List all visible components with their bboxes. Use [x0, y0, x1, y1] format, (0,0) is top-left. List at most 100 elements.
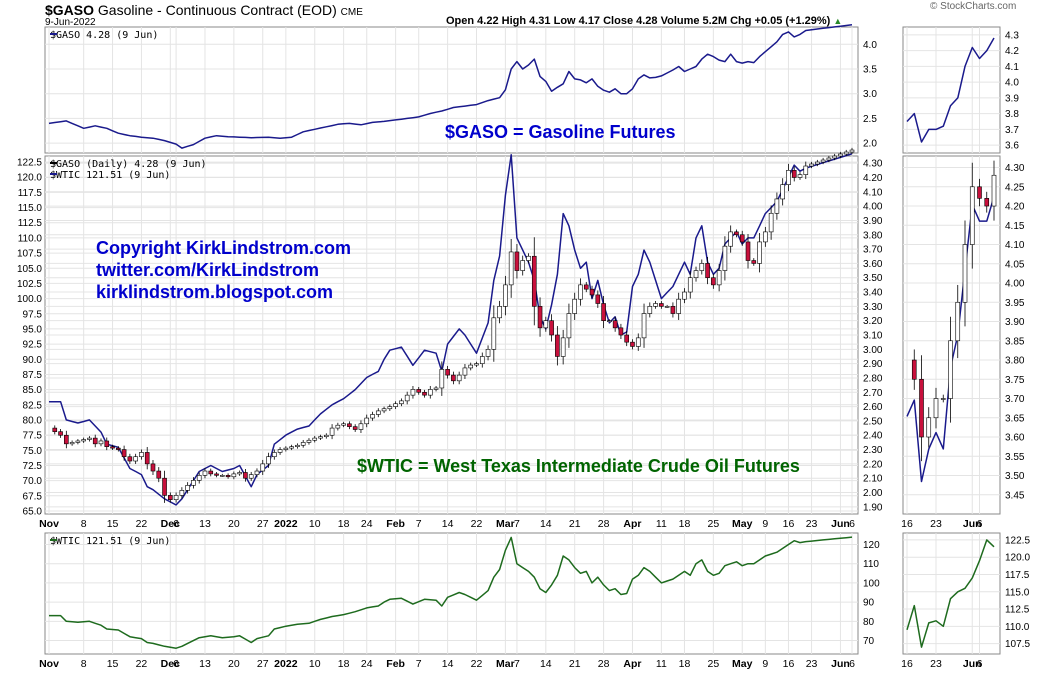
candle-down	[583, 284, 589, 290]
y-tick-label: 3.90	[863, 216, 883, 227]
candle-up	[185, 485, 190, 491]
gaso-top-line	[48, 24, 853, 149]
y-tick-label: 4.0	[1005, 78, 1019, 89]
y-tick-label: 4.05	[1005, 259, 1025, 270]
y-tick-label: 85.0	[23, 385, 43, 396]
y-tick-label: 3.60	[1005, 433, 1025, 444]
candle-up	[653, 303, 658, 307]
candle-up	[468, 364, 474, 369]
y-tick-label: 70.0	[23, 476, 43, 487]
x-tick-label: 23	[930, 658, 942, 670]
zoom-bottom-panel	[902, 532, 1001, 655]
y-tick-label: 82.5	[23, 400, 43, 411]
y-tick-label: 70	[863, 636, 875, 647]
y-tick-label: 3.90	[1005, 317, 1025, 328]
candle-down	[150, 463, 156, 472]
candle-up	[433, 387, 439, 390]
x-gridlines	[48, 533, 853, 654]
y-tick-label: 4.15	[1005, 221, 1025, 232]
candle-up	[87, 437, 92, 440]
candle-down	[214, 473, 219, 476]
x-tick-label: 23	[806, 658, 818, 670]
x-tick-label: Jun	[831, 518, 850, 530]
x-tick-label: May	[732, 658, 753, 670]
candle-up	[98, 440, 104, 445]
y-tick-label: 3.50	[863, 273, 883, 284]
x-tick-label: 25	[708, 518, 720, 530]
wtic-main-line	[49, 153, 853, 506]
zoom-candles	[911, 160, 997, 462]
candle-down	[58, 431, 63, 436]
candle-up	[809, 163, 814, 167]
y-tick-label: 110.0	[18, 233, 43, 244]
y-tick-label: 67.5	[23, 491, 43, 502]
gaso-top-panel	[44, 26, 859, 154]
candle-up	[962, 244, 968, 303]
y-tick-label: 102.5	[17, 279, 42, 290]
y-tick-label: 2.20	[863, 459, 883, 470]
candle-up	[797, 174, 803, 178]
x-tick-label: Mar	[496, 658, 515, 670]
candle-up	[578, 284, 583, 300]
candle-up	[497, 306, 502, 319]
candle-up	[786, 170, 791, 185]
candle-up	[763, 231, 768, 243]
candle-down	[514, 251, 520, 271]
wtic-bottom-panel	[44, 532, 859, 655]
y-tick-label: 110.0	[1005, 622, 1030, 633]
candle-up	[849, 149, 855, 153]
candle-up	[196, 475, 202, 481]
x-tick-label: Nov	[39, 658, 59, 670]
x-tick-label: 18	[338, 658, 350, 670]
source-credit: © StockCharts.com	[930, 1, 1017, 12]
gaso-top-y-axis: 2.0 2.5 3.0 3.5 4.0	[45, 40, 877, 150]
candle-up	[572, 298, 578, 314]
y-tick-label: 4.2	[1005, 46, 1019, 57]
candle-up	[699, 263, 705, 271]
candle-up	[832, 155, 837, 159]
candle-down	[911, 359, 917, 380]
y-tick-label: 107.5	[17, 249, 42, 260]
candle-up	[75, 440, 81, 443]
copyright-line: kirklindstrom.blogspot.com	[96, 282, 333, 302]
x-tick-label: 21	[569, 518, 581, 530]
candle-up	[722, 245, 728, 271]
y-tick-label: 4.25	[1005, 182, 1025, 193]
x-tick-label: 8	[81, 658, 87, 670]
y-tick-label: 120	[863, 540, 880, 551]
symbol: $GASO	[45, 2, 95, 18]
y-tick-label: 3.80	[1005, 356, 1025, 367]
x-tick-label: 15	[107, 518, 119, 530]
chart-date: 9-Jun-2022	[45, 17, 96, 28]
candle-up	[295, 444, 300, 447]
candle-down	[168, 495, 173, 500]
candle-down	[162, 477, 167, 496]
candle-up	[139, 452, 144, 458]
candle-down	[791, 170, 797, 178]
y-tick-label: 100	[863, 578, 880, 589]
y-tick-label: 122.5	[1005, 535, 1030, 546]
x-tick-label: Mar	[496, 518, 515, 530]
x-tick-label: 6	[849, 658, 855, 670]
y-tick-label: 4.10	[1005, 240, 1025, 251]
candle-down	[451, 374, 456, 382]
x-tick-label: 18	[679, 518, 691, 530]
y-tick-label: 80.0	[23, 415, 43, 426]
x-tick-label: 22	[471, 658, 483, 670]
x-tick-label: 28	[598, 658, 610, 670]
y-tick-label: 3.85	[1005, 336, 1025, 347]
x-tick-label: 16	[783, 518, 795, 530]
candle-down	[612, 320, 618, 329]
x-tick-label: Apr	[623, 518, 641, 530]
candle-up	[780, 184, 785, 200]
main-legend-gaso: $GASO (Daily) 4.28 (9 Jun)	[50, 159, 207, 170]
main-legend-wtic: $WTIC 121.51 (9 Jun)	[50, 170, 170, 181]
candle-up	[306, 439, 312, 443]
x-tick-label: 6	[849, 518, 855, 530]
x-tick-label: May	[732, 518, 753, 530]
candle-up	[526, 255, 531, 261]
candle-up	[318, 436, 323, 439]
candle-down	[705, 263, 710, 279]
candle-down	[624, 334, 629, 343]
x-tick-label: 27	[257, 518, 269, 530]
